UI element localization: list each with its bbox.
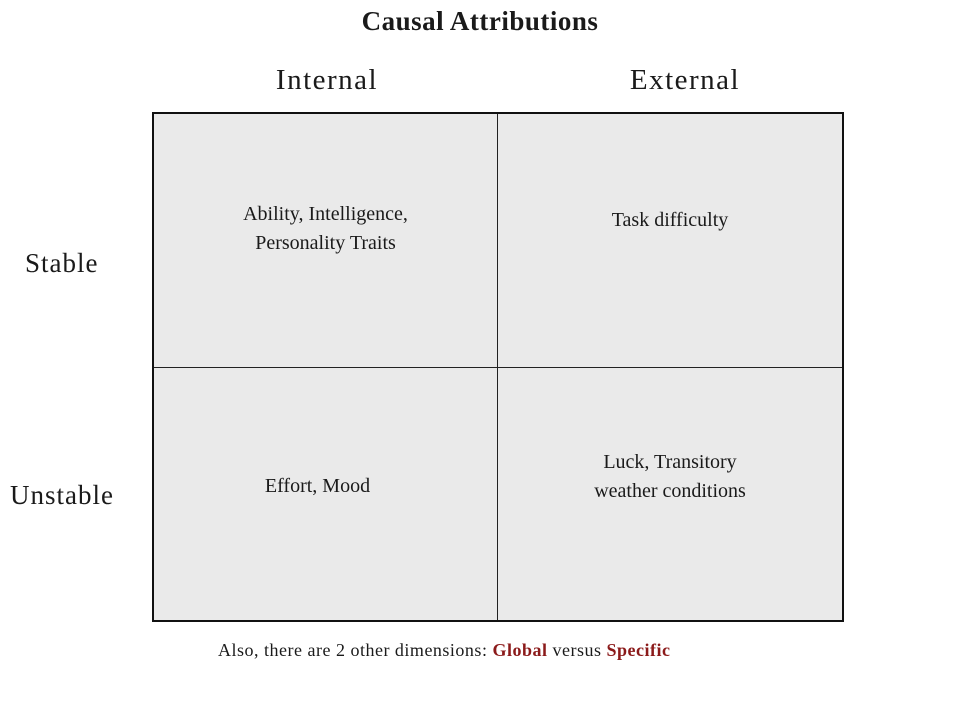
cell-stable-external-text: Task difficulty xyxy=(611,209,729,231)
footnote: Also, there are 2 other dimensions: Glob… xyxy=(218,640,670,661)
row-header-unstable: Unstable xyxy=(10,480,114,510)
cell-unstable-external-text: Luck, Transitory weather conditions xyxy=(594,451,746,502)
cell-stable-internal-text: Ability, Intelligence, Personality Trait… xyxy=(243,203,408,254)
footnote-term-global: Global xyxy=(492,640,548,660)
cell-stable-external: Task difficulty xyxy=(498,114,842,368)
diagram-title: Causal Attributions xyxy=(361,6,599,36)
cell-stable-internal: Ability, Intelligence, Personality Trait… xyxy=(154,114,498,368)
cell-unstable-internal-text: Effort, Mood xyxy=(264,475,371,497)
cell-unstable-internal: Effort, Mood xyxy=(154,368,498,620)
footnote-middle: versus xyxy=(547,640,607,660)
cell-unstable-external: Luck, Transitory weather conditions xyxy=(498,368,842,620)
footnote-prefix: Also, there are 2 other dimensions: xyxy=(218,640,493,660)
attribution-matrix: Ability, Intelligence, Personality Trait… xyxy=(152,112,844,622)
row-header-stable: Stable xyxy=(25,248,99,278)
column-header-external: External xyxy=(629,64,741,96)
column-header-internal: Internal xyxy=(275,64,379,96)
footnote-term-specific: Specific xyxy=(606,640,671,660)
